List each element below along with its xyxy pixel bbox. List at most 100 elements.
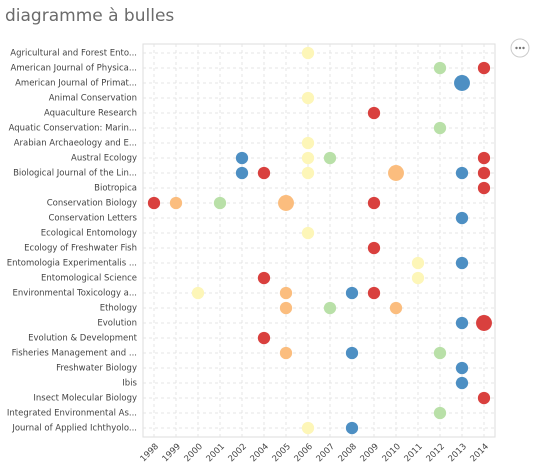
bubble — [367, 106, 381, 120]
y-tick-label: Agricultural and Forest Ento... — [10, 49, 137, 59]
bubble — [477, 391, 491, 405]
bubble — [301, 151, 315, 165]
bubble — [455, 256, 469, 270]
y-tick-label: Journal of Applied Ichthyolo... — [11, 424, 137, 434]
bubble — [257, 331, 271, 345]
x-tick-label: 2000 — [183, 442, 205, 464]
menu-dot — [522, 46, 525, 50]
bubble — [411, 271, 425, 285]
bubble — [477, 151, 491, 165]
bubble — [433, 346, 447, 360]
x-tick-label: 2005 — [271, 442, 293, 464]
x-tick-label: 2009 — [359, 442, 381, 464]
bubble — [433, 121, 447, 135]
bubble — [476, 315, 492, 331]
x-tick-label: 2008 — [337, 442, 359, 464]
bubble — [147, 196, 161, 210]
y-tick-label: Environmental Toxicology a... — [12, 289, 137, 299]
bubble — [367, 241, 381, 255]
bubble — [455, 166, 469, 180]
y-tick-label: Evolution & Development — [28, 334, 138, 344]
bubble — [257, 271, 271, 285]
y-tick-label: Entomologia Experimentalis ... — [7, 259, 137, 269]
bubble — [345, 421, 359, 435]
bubble — [477, 181, 491, 195]
bubble — [235, 151, 249, 165]
bubble — [454, 75, 470, 91]
bubble — [301, 421, 315, 435]
x-tick-label: 2007 — [315, 442, 337, 464]
bubble — [257, 166, 271, 180]
bubble — [433, 61, 447, 75]
y-tick-label: Aquaculture Research — [44, 109, 137, 119]
menu-button[interactable] — [510, 38, 530, 58]
bubble — [388, 165, 404, 181]
chart-title: diagramme à bulles — [5, 6, 174, 26]
bubble — [367, 196, 381, 210]
y-tick-label: Aquatic Conservation: Marin... — [9, 124, 137, 134]
x-tick-label: 2002 — [227, 442, 249, 464]
bubble — [345, 346, 359, 360]
bubble — [235, 166, 249, 180]
x-tick-label: 1998 — [139, 442, 161, 464]
bubble — [191, 286, 205, 300]
y-tick-label: Conservation Biology — [47, 199, 137, 209]
x-tick-label: 1999 — [161, 442, 183, 464]
y-tick-label: American Journal of Physica... — [11, 64, 137, 74]
bubble — [411, 256, 425, 270]
x-tick-label: 2010 — [381, 442, 403, 464]
y-tick-label: Ethology — [100, 304, 137, 314]
x-tick-label: 2012 — [425, 442, 447, 464]
bubble — [323, 301, 337, 315]
y-tick-label: Ibis — [122, 379, 137, 389]
x-tick-label: 2001 — [205, 442, 227, 464]
bubble — [455, 376, 469, 390]
bubble — [279, 301, 293, 315]
menu-dot — [515, 46, 518, 50]
x-tick-label: 2011 — [403, 442, 425, 464]
bubble — [455, 361, 469, 375]
y-tick-label: Ecology of Freshwater Fish — [24, 244, 137, 254]
bubble — [169, 196, 183, 210]
bubble — [433, 406, 447, 420]
x-tick-label: 2004 — [249, 442, 271, 464]
y-tick-label: Freshwater Biology — [56, 364, 137, 374]
x-tick-label: 2013 — [447, 442, 469, 464]
y-tick-label: American Journal of Primat... — [15, 79, 137, 89]
bubble — [213, 196, 227, 210]
bubble — [279, 346, 293, 360]
bubble — [301, 226, 315, 240]
bubble — [455, 316, 469, 330]
y-tick-label: Evolution — [97, 319, 137, 329]
bubble — [367, 286, 381, 300]
y-tick-label: Biotropica — [94, 184, 137, 194]
y-tick-label: Arabian Archaeology and E... — [14, 139, 137, 149]
y-tick-label: Fisheries Management and ... — [12, 349, 137, 359]
bubble — [279, 286, 293, 300]
bubble — [323, 151, 337, 165]
y-tick-label: Conservation Letters — [48, 214, 137, 224]
x-tick-label: 2006 — [293, 442, 315, 464]
bubble — [389, 301, 403, 315]
y-tick-label: Austral Ecology — [71, 154, 137, 164]
y-tick-label: Animal Conservation — [49, 94, 137, 104]
y-tick-label: Ecological Entomology — [41, 229, 137, 239]
bubble — [455, 211, 469, 225]
bubble — [301, 166, 315, 180]
bubble — [477, 61, 491, 75]
bubble — [301, 46, 315, 60]
bubble — [278, 195, 294, 211]
y-tick-label: Insect Molecular Biology — [33, 394, 137, 404]
bubble — [345, 286, 359, 300]
bubble — [301, 136, 315, 150]
x-tick-label: 2014 — [469, 442, 491, 464]
y-tick-label: Entomological Science — [41, 274, 137, 284]
bubble — [301, 91, 315, 105]
plot-frame — [142, 43, 496, 438]
bubble — [477, 166, 491, 180]
y-tick-label: Biological Journal of the Lin... — [13, 169, 137, 179]
y-tick-label: Integrated Environmental As... — [7, 409, 137, 419]
menu-dot — [518, 46, 522, 50]
